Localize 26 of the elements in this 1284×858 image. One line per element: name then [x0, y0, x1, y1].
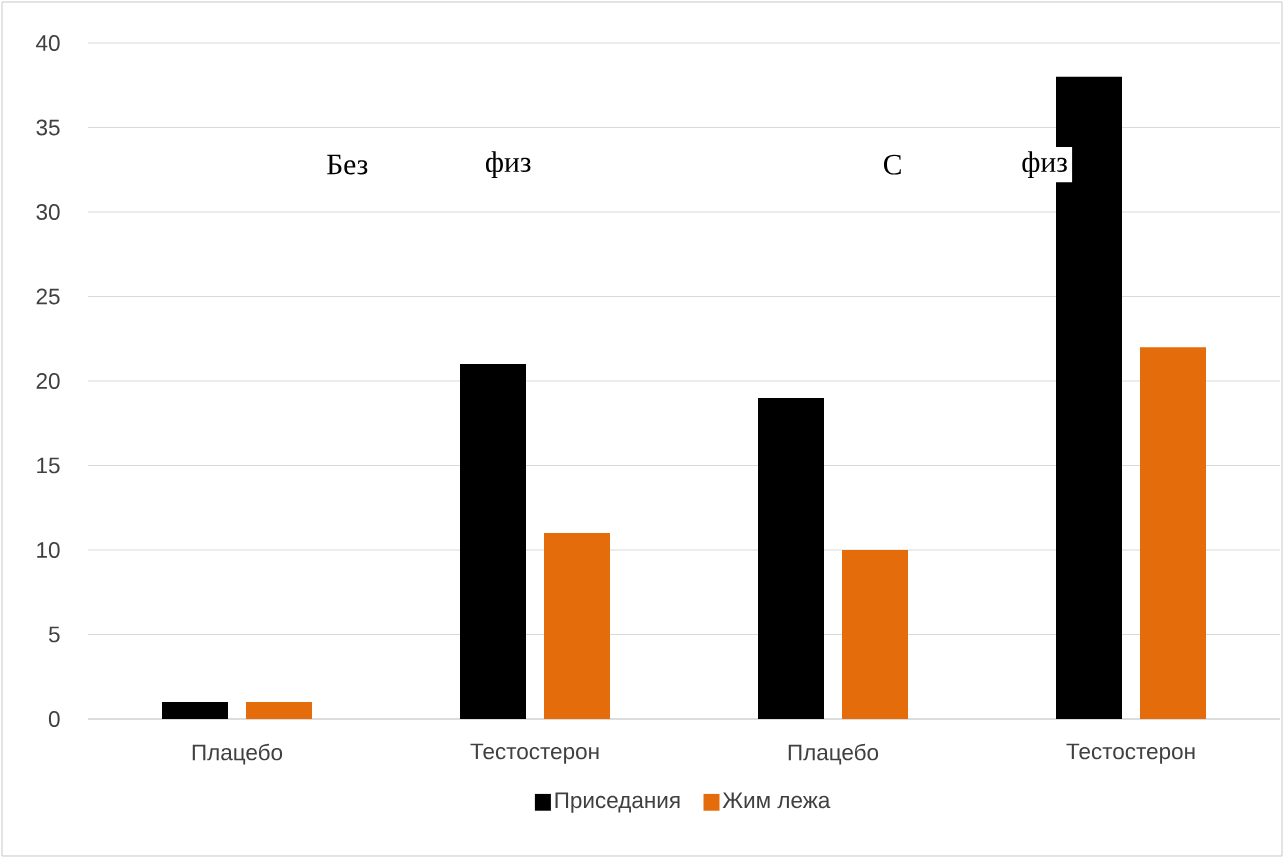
- legend-label: Приседания: [555, 792, 680, 813]
- legend-label: Жим лежа: [722, 792, 831, 809]
- y-tick-label: 10: [37, 542, 60, 558]
- annotation: Без: [327, 154, 368, 175]
- bar: [842, 549, 908, 719]
- bar: [1140, 347, 1206, 719]
- bar: [162, 702, 229, 719]
- y-tick-label: 0: [48, 711, 60, 727]
- y-tick-label: 15: [37, 457, 60, 474]
- y-tick-label: 30: [36, 204, 60, 220]
- y-tick-label: 35: [36, 119, 60, 136]
- annotation: физ: [485, 151, 531, 179]
- x-tick-label: Тестостерон: [470, 743, 599, 764]
- bar: [246, 702, 313, 719]
- annotation: С: [883, 154, 901, 175]
- bar: [544, 533, 610, 719]
- bar: [758, 397, 824, 719]
- y-tick-label: 40: [36, 35, 60, 51]
- annotation: физ: [1022, 151, 1067, 179]
- y-tick-label: 25: [36, 288, 60, 305]
- y-tick-label: 5: [48, 626, 60, 643]
- x-tick-label: Плацебо: [192, 743, 283, 765]
- x-tick-label: Тестостерон: [1066, 743, 1195, 764]
- y-tick-label: 20: [36, 373, 60, 389]
- bar: [460, 364, 527, 719]
- x-tick-label: Плацебо: [788, 743, 879, 765]
